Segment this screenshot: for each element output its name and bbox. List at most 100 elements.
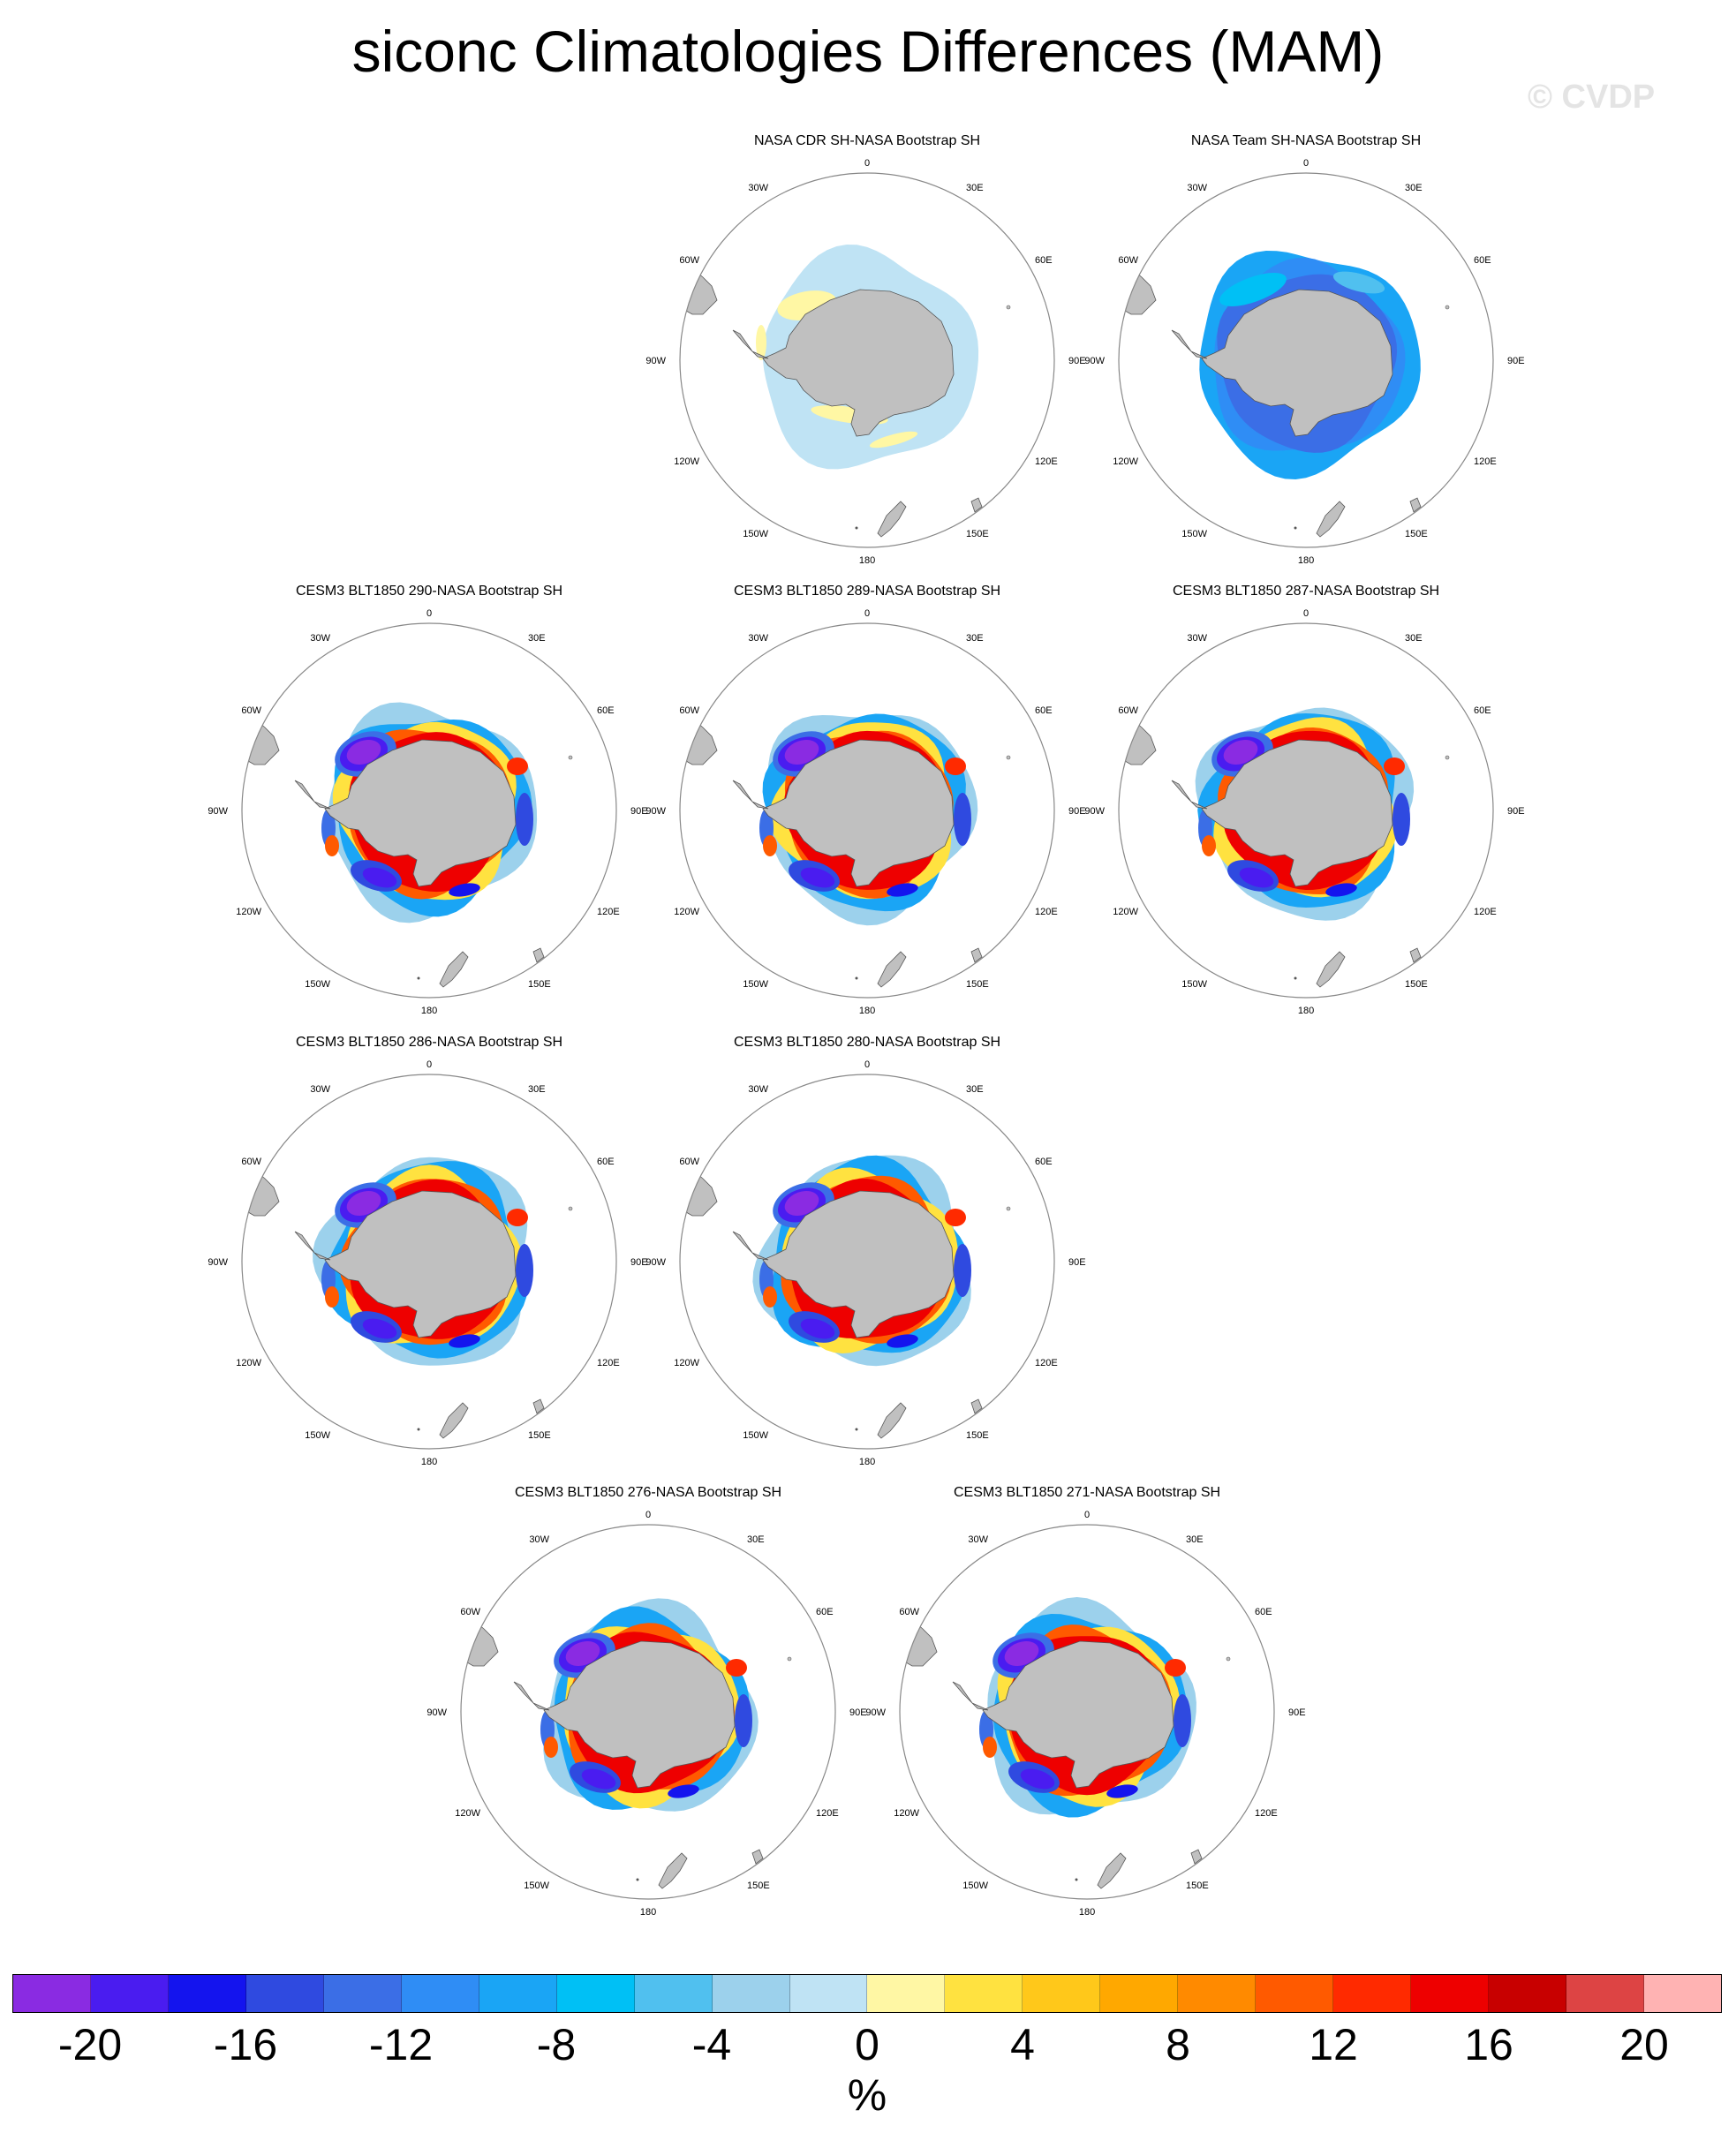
colorbar-swatch [245,1975,324,2012]
longitude-label: 120W [236,1358,261,1368]
longitude-label: 30E [747,1534,765,1545]
longitude-label: 150E [747,1881,770,1891]
longitude-label: 30E [1186,1534,1204,1545]
longitude-label: 0 [1303,608,1309,619]
longitude-label: 60E [1035,1157,1053,1167]
colorbar-tick-label: -16 [213,2020,278,2069]
longitude-label: 30W [1187,633,1207,644]
colorbar-swatch [1566,1975,1645,2012]
colorbar-swatch [323,1975,402,2012]
longitude-label: 150W [743,979,768,990]
longitude-label: 60W [679,705,699,716]
longitude-label: 120W [674,456,699,467]
colorbar-swatch [1178,1975,1257,2012]
longitude-label: 150W [305,1430,330,1441]
longitude-label: 60E [1035,705,1053,716]
longitude-label: 120E [1035,907,1058,917]
longitude-label: 120E [1255,1808,1278,1819]
longitude-label: 30E [1405,183,1423,193]
longitude-label: 60E [597,1157,615,1167]
sea-ice-difference-field [900,1525,1274,1899]
longitude-label: 150E [1405,979,1428,990]
colorbar-tick-label: -8 [536,2020,577,2069]
longitude-label: 90E [1068,1257,1086,1268]
longitude-label: 120W [236,907,261,917]
map-boundary [241,1074,617,1450]
sea-ice-difference-field [1119,623,1493,998]
longitude-label: 120E [1035,456,1058,467]
longitude-label: 0 [864,608,870,619]
sea-ice-difference-field [461,1525,835,1899]
panel-title: CESM3 BLT1850 289-NASA Bootstrap SH [733,584,1001,599]
colorbar [12,1974,1722,2013]
longitude-label: 120W [1113,456,1138,467]
land-mask [680,266,1011,538]
longitude-label: 0 [645,1510,651,1520]
longitude-label: 90W [645,1257,666,1268]
colorbar-swatch [168,1975,246,2012]
map-boundary [1118,622,1494,999]
longitude-label: 30W [310,633,330,644]
longitude-label: 150E [1186,1881,1209,1891]
longitude-label: 60W [679,255,699,266]
land-mask [680,716,1011,988]
longitude-label: 150E [966,979,989,990]
sea-ice-difference-field [680,623,1054,998]
longitude-label: 0 [864,1059,870,1070]
colorbar-tick-label: -12 [368,2020,434,2069]
longitude-label: 30W [748,183,768,193]
longitude-label: 90E [1507,806,1525,817]
map-boundary [460,1524,836,1900]
figure-title: siconc Climatologies Differences (MAM) [351,19,1385,84]
longitude-label: 60W [679,1157,699,1167]
longitude-label: 90W [426,1707,447,1718]
colorbar-tick-label: 8 [1166,2020,1190,2069]
panel-title: CESM3 BLT1850 271-NASA Bootstrap SH [953,1485,1221,1500]
longitude-label: 120E [1474,907,1497,917]
polar-map: 0 180 90W 90E 30W 30E 60W 60E 120W 120E 150W 150E [1084,608,1525,1016]
longitude-label: 120W [674,1358,699,1368]
panel-title: CESM3 BLT1850 286-NASA Bootstrap SH [295,1035,563,1050]
polar-map: 0 180 90W 90E 30W 30E 60W 60E 120W 120E 150W 150E [208,1059,647,1467]
colorbar-swatch [556,1975,635,2012]
longitude-label: 30W [529,1534,549,1545]
longitude-label: 30W [310,1084,330,1095]
map-boundary [679,1074,1055,1450]
longitude-label: 90E [849,1707,867,1718]
longitude-label: 0 [426,1059,432,1070]
colorbar-swatch [401,1975,479,2012]
longitude-label: 90E [1507,356,1525,366]
colorbar-tick-label: -20 [57,2020,123,2069]
longitude-label: 180 [1079,1907,1095,1918]
longitude-label: 30W [748,1084,768,1095]
longitude-label: 60W [1118,705,1138,716]
longitude-label: 120E [1035,1358,1058,1368]
sea-ice-difference-field [242,623,616,998]
colorbar-tick-label: 12 [1309,2020,1358,2069]
polar-map: 0 180 90W 90E 30W 30E 60W 60E 120W 120E 150W 150E [208,608,648,1016]
sea-ice-difference-field [242,1074,616,1449]
longitude-label: 180 [640,1907,656,1918]
longitude-label: 30W [748,633,768,644]
sea-ice-difference-field [1119,173,1493,547]
longitude-label: 150W [743,529,768,539]
longitude-label: 120E [597,1358,620,1368]
longitude-label: 60W [460,1607,480,1617]
map-boundary [899,1524,1275,1900]
longitude-label: 30E [966,633,984,644]
longitude-label: 60W [899,1607,919,1617]
polar-map: 0 180 90W 90E 30W 30E 60W 60E 120W 120E 150W 150E [645,608,1085,1016]
polar-map: 0 180 90W 90E 30W 30E 60W 60E 120W 120E 150W 150E [426,1510,867,1918]
colorbar-swatch [1100,1975,1179,2012]
longitude-label: 90W [865,1707,886,1718]
colorbar-tick-label: 20 [1619,2020,1669,2069]
colorbar-swatch [712,1975,790,2012]
colorbar-swatch [1023,1975,1101,2012]
longitude-label: 90E [630,806,648,817]
longitude-label: 90W [1084,806,1105,817]
longitude-label: 90W [208,806,228,817]
colorbar-tick-label: -4 [691,2020,732,2069]
sea-ice-difference-field [680,1074,1054,1449]
colorbar-swatch [1333,1975,1412,2012]
longitude-label: 180 [859,555,875,566]
